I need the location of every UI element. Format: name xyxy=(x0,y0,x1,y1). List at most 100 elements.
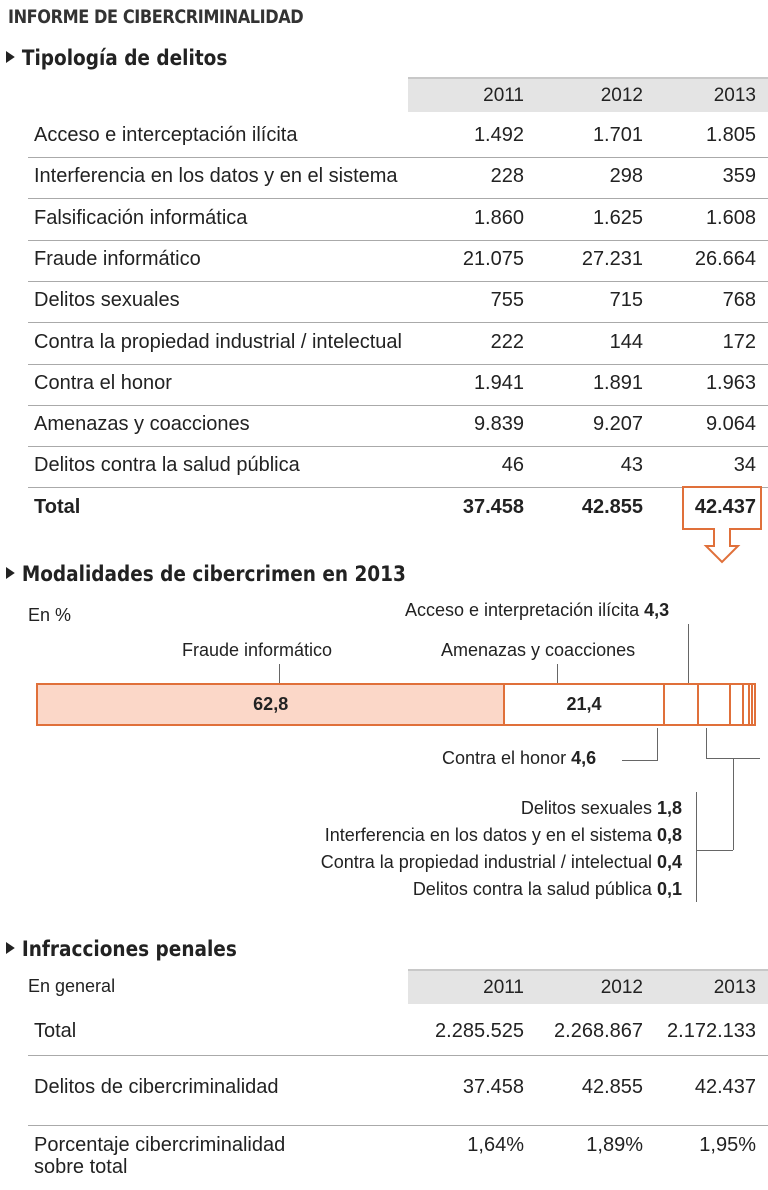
row-label: Total xyxy=(34,1020,77,1042)
table-row: Fraude informático 21.075 27.231 26.664 xyxy=(28,240,768,282)
cell-value: 298 xyxy=(609,165,643,188)
annotation-honor: Contra el honor 4,6 xyxy=(442,748,596,769)
table-row: Falsificación informática 1.860 1.625 1.608 xyxy=(28,199,768,241)
cell-value: 1.963 xyxy=(705,371,756,394)
cell-value: 42.855 xyxy=(581,1076,643,1098)
cell-value: 1.492 xyxy=(473,124,524,146)
bar-value-label: 21,4 xyxy=(566,694,602,714)
bar-segment: 21,4 xyxy=(505,685,665,724)
section-title-text: Tipología de delitos xyxy=(21,46,228,70)
bullet-icon xyxy=(6,567,15,579)
annotation-small-category: Delitos sexuales 1,8 xyxy=(521,798,682,819)
bullet-icon xyxy=(6,51,15,63)
annotation-amenazas: Amenazas y coacciones xyxy=(441,640,635,661)
cell-value: 2.172.133 xyxy=(667,1020,756,1042)
row-label: Amenazas y coacciones xyxy=(34,413,250,436)
row-label: Contra el honor xyxy=(34,371,172,394)
annotation-value: 0,1 xyxy=(656,879,682,899)
annotation-fraude: Fraude informático xyxy=(182,640,332,661)
row-label: Falsificación informática xyxy=(34,206,248,229)
cell-value: 42.437 xyxy=(694,1076,756,1098)
unit-label: En % xyxy=(28,605,72,625)
section-tipologia-title: Tipología de delitos xyxy=(6,46,227,70)
cell-value: 1.608 xyxy=(705,206,756,229)
table-row: Acceso e interceptación ilícita 1.492 1.70… xyxy=(28,116,768,158)
leader-line xyxy=(622,760,658,761)
total-row: Total 37.458 42.855 42.437 xyxy=(28,488,768,529)
cell-value: 2.268.867 xyxy=(554,1020,643,1042)
table-row: Delitos de cibercriminalidad 37.458 42.855… xyxy=(28,1068,768,1126)
cell-value: 27.231 xyxy=(581,247,643,270)
stacked-bar: 62,8 21,4 xyxy=(36,683,756,726)
total-2013-highlight xyxy=(682,486,762,530)
row-label: Delitos contra la salud pública xyxy=(34,454,300,477)
row-label: Contra la propiedad industrial / intelec… xyxy=(34,330,402,353)
cell-value: 1.891 xyxy=(592,371,643,394)
leader-line xyxy=(557,664,558,683)
bar-segment xyxy=(699,685,731,724)
annotation-value: 1,8 xyxy=(656,798,682,818)
table-row: Total 2.285.525 2.268.867 2.172.133 xyxy=(28,1012,768,1056)
cell-value: 144 xyxy=(609,330,643,353)
table-row: Delitos sexuales 755 715 768 xyxy=(28,281,768,324)
bullet-icon xyxy=(6,942,15,954)
cell-value: 1.860 xyxy=(473,206,524,229)
cell-value: 21.075 xyxy=(462,247,524,270)
bar-value-label: 62,8 xyxy=(253,694,289,714)
section-title-text: Modalidades de cibercrimen en 2013 xyxy=(21,562,406,586)
table1-header: 2011 2012 2013 xyxy=(408,77,768,112)
row-label: Porcentaje cibercriminalidad sobre total xyxy=(34,1134,286,1178)
cell-value: 1,64% xyxy=(467,1134,524,1156)
table-row: Amenazas y coacciones 9.839 9.207 9.064 xyxy=(28,405,768,448)
bar-segment xyxy=(750,685,754,724)
annotation-value: 0,4 xyxy=(656,852,682,872)
cell-value: 222 xyxy=(490,330,524,353)
annotation-value: 4,3 xyxy=(644,600,670,620)
cell-value: 228 xyxy=(490,165,524,188)
annotation-small-category: Contra la propiedad industrial / intelec… xyxy=(321,852,682,873)
cell-value: 1,95% xyxy=(699,1134,756,1156)
table-row: Porcentaje cibercriminalidad sobre total… xyxy=(28,1126,768,1186)
year-header: 2011 xyxy=(483,85,524,106)
year-header: 2011 xyxy=(483,977,524,998)
cell-value: 715 xyxy=(609,289,643,312)
section-modalidades-title: Modalidades de cibercrimen en 2013 xyxy=(6,562,406,586)
cell-value: 768 xyxy=(722,289,756,312)
cell-value: 26.664 xyxy=(694,247,756,270)
annotation-acceso: Acceso e interpretación ilícita 4,3 xyxy=(405,600,669,621)
annotation-label: Contra el honor xyxy=(442,748,567,768)
leader-line xyxy=(706,728,707,758)
annotation-value: 0,8 xyxy=(656,825,682,845)
cell-value: 43 xyxy=(620,454,643,477)
leader-line xyxy=(696,850,733,851)
table-row: Contra el honor 1.941 1.891 1.963 xyxy=(28,364,768,406)
subtitle-en-general: En general xyxy=(28,976,116,996)
bar-segment xyxy=(753,685,754,724)
cell-value: 37.458 xyxy=(462,1076,524,1098)
table-row: Interferencia en los datos y en el siste… xyxy=(28,157,768,200)
bar-segment xyxy=(731,685,745,724)
bar-segment: 62,8 xyxy=(38,685,506,724)
annotation-label: Interferencia en los datos y en el siste… xyxy=(324,825,652,845)
cell-value: 1.625 xyxy=(592,206,643,229)
cell-value: 42.855 xyxy=(581,496,643,518)
leader-line xyxy=(657,728,658,761)
row-label: Interferencia en los datos y en el siste… xyxy=(34,165,398,188)
row-label: Delitos de cibercriminalidad xyxy=(34,1076,279,1098)
section-infracciones-title: Infracciones penales xyxy=(6,937,237,961)
cell-value: 359 xyxy=(722,165,756,188)
row-label: Total xyxy=(34,496,81,518)
cell-value: 42.437 xyxy=(694,496,756,518)
cell-value: 172 xyxy=(722,330,756,353)
year-header: 2013 xyxy=(713,85,756,106)
leader-line xyxy=(279,664,280,683)
table-row: Contra la propiedad industrial / intelec… xyxy=(28,323,768,365)
leader-line xyxy=(733,758,734,850)
annotation-small-category: Delitos contra la salud pública 0,1 xyxy=(413,879,682,900)
section-title-text: Infracciones penales xyxy=(21,937,237,961)
cell-value: 1.941 xyxy=(473,371,524,394)
cell-value: 755 xyxy=(490,289,524,312)
year-header: 2013 xyxy=(713,977,756,998)
annotation-label: Amenazas y coacciones xyxy=(441,640,636,660)
bar-segment xyxy=(665,685,699,724)
